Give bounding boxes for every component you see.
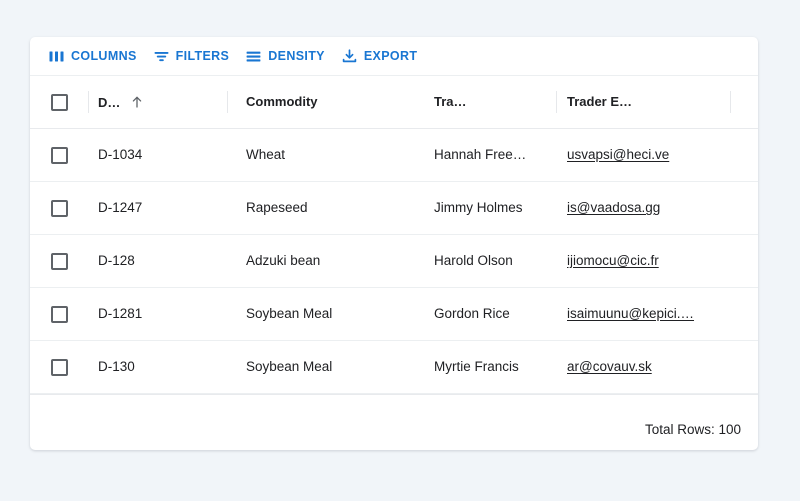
select-all-checkbox[interactable] <box>50 93 68 111</box>
cell-trader-email-link[interactable]: isaimuunu@kepici.… <box>567 306 695 321</box>
cell-trader-name: Harold Olson <box>429 252 556 270</box>
density-button[interactable]: Density <box>237 43 333 69</box>
filters-button[interactable]: Filters <box>145 43 238 69</box>
column-header-trader-email[interactable]: Trader E… <box>557 93 730 111</box>
table-row[interactable]: D-1034 Wheat Hannah Free… usvapsi@heci.v… <box>30 129 758 182</box>
cell-commodity-text: Soybean Meal <box>246 359 333 374</box>
cell-id: D-128 <box>89 252 227 270</box>
column-header-quantity[interactable]: Quantit <box>731 93 758 111</box>
cell-quantity: 51,6 <box>731 252 758 270</box>
cell-trader-email-link[interactable]: ijiomocu@cic.fr <box>567 253 659 268</box>
column-header-trader-email-label: Trader E… <box>567 94 633 109</box>
column-header-id-label: D… <box>98 95 121 109</box>
cell-id-text: D-128 <box>98 253 135 268</box>
total-rows-label: Total Rows: 100 <box>644 421 741 437</box>
cell-commodity: Soybean Meal <box>228 305 428 323</box>
cell-commodity: Soybean Meal <box>228 358 428 376</box>
export-icon <box>341 48 358 65</box>
row-checkbox-cell <box>30 252 88 270</box>
cell-trader-name-text: Gordon Rice <box>434 306 510 321</box>
cell-trader-name: Gordon Rice <box>429 305 556 323</box>
cell-quantity: 29,6 <box>731 146 758 164</box>
data-grid-card: Columns Filters <box>30 37 758 450</box>
cell-trader-email-link[interactable]: ar@covauv.sk <box>567 359 652 374</box>
column-header-commodity-label: Commodity <box>246 94 318 109</box>
column-header-id[interactable]: D… <box>89 94 227 110</box>
cell-trader-email-link[interactable]: usvapsi@heci.ve <box>567 147 670 162</box>
row-checkbox-cell <box>30 358 88 376</box>
arrow-up-icon[interactable] <box>129 94 145 110</box>
data-grid: D… Commodity Tra… <box>30 75 758 450</box>
filters-button-label: Filters <box>175 48 230 63</box>
row-checkbox[interactable] <box>50 252 68 270</box>
grid-toolbar: Columns Filters <box>30 37 758 75</box>
cell-id: D-130 <box>89 358 227 376</box>
row-checkbox-cell <box>30 146 88 164</box>
cell-id: D-1247 <box>89 199 227 217</box>
cell-trader-name: Myrtie Francis <box>429 358 556 376</box>
cell-quantity: 41,9 <box>731 199 758 217</box>
table-row[interactable]: D-128 Adzuki bean Harold Olson ijiomocu@… <box>30 235 758 288</box>
row-checkbox-cell <box>30 199 88 217</box>
column-separator[interactable] <box>227 91 228 113</box>
row-checkbox[interactable] <box>50 358 68 376</box>
cell-quantity: 42,9 <box>731 358 758 376</box>
cell-trader-name-text: Jimmy Holmes <box>434 200 523 215</box>
export-button-label: Export <box>363 48 418 63</box>
columns-icon <box>48 48 65 65</box>
table-row[interactable]: D-1281 Soybean Meal Gordon Rice isaimuun… <box>30 288 758 341</box>
density-button-label: Density <box>268 48 325 63</box>
cell-commodity: Rapeseed <box>228 199 428 217</box>
cell-trader-name-text: Hannah Free… <box>434 147 527 162</box>
export-button[interactable]: Export <box>333 43 426 69</box>
row-checkbox[interactable] <box>50 199 68 217</box>
cell-trader-email[interactable]: ijiomocu@cic.fr <box>557 252 730 270</box>
table-header-row: D… Commodity Tra… <box>30 75 758 129</box>
cell-commodity-text: Soybean Meal <box>246 306 333 321</box>
cell-trader-email[interactable]: ar@covauv.sk <box>557 358 730 376</box>
select-all-checkbox-cell <box>30 93 88 111</box>
cell-trader-name-text: Harold Olson <box>434 253 513 268</box>
cell-trader-name: Hannah Free… <box>429 146 556 164</box>
cell-id: D-1034 <box>89 146 227 164</box>
columns-button[interactable]: Columns <box>40 43 145 69</box>
cell-commodity: Wheat <box>228 146 428 164</box>
row-checkbox[interactable] <box>50 146 68 164</box>
cell-id-text: D-1247 <box>98 200 143 215</box>
cell-trader-email[interactable]: is@vaadosa.gg <box>557 199 730 217</box>
column-separator[interactable] <box>88 91 89 113</box>
cell-quantity: 85,5 <box>731 305 758 323</box>
cell-commodity-text: Wheat <box>246 147 286 162</box>
cell-id: D-1281 <box>89 305 227 323</box>
cell-trader-name: Jimmy Holmes <box>429 199 556 217</box>
columns-button-label: Columns <box>71 48 137 63</box>
column-header-trader-name-label: Tra… <box>434 94 467 109</box>
column-header-commodity[interactable]: Commodity <box>228 93 428 111</box>
cell-id-text: D-130 <box>98 359 135 374</box>
filter-icon <box>153 48 170 65</box>
cell-trader-email[interactable]: usvapsi@heci.ve <box>557 146 730 164</box>
cell-trader-email[interactable]: isaimuunu@kepici.… <box>557 305 730 323</box>
cell-commodity-text: Adzuki bean <box>246 253 321 268</box>
grid-footer: Total Rows: 100 <box>30 394 758 450</box>
cell-id-text: D-1281 <box>98 306 143 321</box>
row-checkbox[interactable] <box>50 305 68 323</box>
column-separator[interactable] <box>556 91 557 113</box>
table-row[interactable]: D-130 Soybean Meal Myrtie Francis ar@cov… <box>30 341 758 394</box>
cell-commodity: Adzuki bean <box>228 252 428 270</box>
column-header-trader-name[interactable]: Tra… <box>429 93 556 111</box>
cell-commodity-text: Rapeseed <box>246 200 308 215</box>
cell-id-text: D-1034 <box>98 147 143 162</box>
cell-trader-email-link[interactable]: is@vaadosa.gg <box>567 200 661 215</box>
table-row[interactable]: D-1247 Rapeseed Jimmy Holmes is@vaadosa.… <box>30 182 758 235</box>
density-icon <box>245 48 262 65</box>
column-separator[interactable] <box>730 91 731 113</box>
cell-trader-name-text: Myrtie Francis <box>434 359 519 374</box>
row-checkbox-cell <box>30 305 88 323</box>
